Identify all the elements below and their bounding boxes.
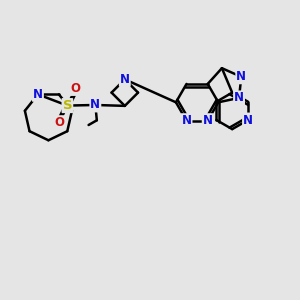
Text: N: N: [243, 113, 253, 127]
Text: O: O: [54, 116, 64, 129]
Text: N: N: [182, 114, 191, 127]
Text: N: N: [203, 114, 213, 127]
Text: N: N: [120, 73, 130, 86]
Text: S: S: [63, 99, 72, 112]
Text: N: N: [90, 98, 100, 112]
Text: N: N: [236, 70, 246, 83]
Text: N: N: [234, 92, 244, 104]
Text: O: O: [70, 82, 81, 95]
Text: N: N: [33, 88, 43, 101]
